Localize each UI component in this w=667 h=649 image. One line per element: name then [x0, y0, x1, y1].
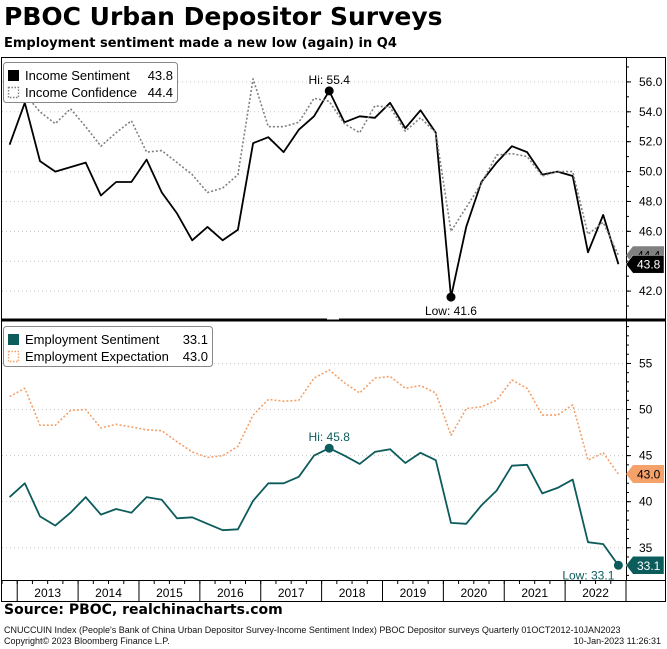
chart-subtitle: Employment sentiment made a new low (aga… — [4, 36, 397, 51]
x-tick-label: 2019 — [400, 586, 427, 600]
series-line-employment-expectation — [9, 369, 620, 475]
series-line-income-confidence — [9, 78, 620, 256]
series-line-employment-sentiment — [8, 447, 620, 566]
annotation-marker-employment-1 — [613, 560, 623, 570]
y-tick-label-employment: 55 — [639, 356, 653, 370]
y-tick-label-income: 50.0 — [639, 165, 663, 179]
footer-timestamp: 10-Jan-2023 11:26:31 — [573, 636, 661, 646]
y-tick-label-income: 46.0 — [639, 224, 663, 238]
legend-box-income — [3, 62, 178, 103]
annotation-marker-income-1 — [446, 292, 456, 302]
annotation-label-income-1: Low: 41.6 — [425, 304, 477, 318]
y-tick-label-income: 52.0 — [639, 135, 663, 149]
last-value-tag-employment-expectation — [626, 465, 664, 484]
chart-title: PBOC Urban Depositor Surveys — [4, 2, 443, 31]
legend-label-employment-expectation: Employment Expectation — [25, 349, 169, 364]
x-tick-label: 2013 — [34, 586, 61, 600]
y-tick-label-income: 56.0 — [639, 75, 663, 89]
y-tick-label-income: 54.0 — [639, 105, 663, 119]
last-value-label-employment-sentiment: 33.1 — [637, 559, 661, 573]
legend-swatch-employment-sentiment — [8, 334, 19, 345]
x-tick-label: 2020 — [460, 586, 487, 600]
legend-value-income-sentiment: 43.8 — [148, 68, 173, 83]
legend-value-employment-sentiment: 33.1 — [183, 332, 208, 347]
legend-label-income-sentiment: Income Sentiment — [25, 68, 130, 83]
chart-frame — [1, 57, 666, 602]
x-tick-label: 2015 — [156, 586, 183, 600]
last-value-tag-income-sentiment — [625, 254, 665, 274]
series-line-income-sentiment — [8, 90, 620, 299]
annotation-marker-employment-0 — [324, 443, 334, 453]
annotation-label-income-0: Hi: 55.4 — [309, 73, 351, 87]
y-tick-label-employment: 50 — [639, 403, 653, 417]
x-tick-label: 2022 — [582, 586, 609, 600]
legend-value-employment-expectation: 43.0 — [183, 349, 208, 364]
annotation-label-employment-1: Low: 33.1 — [562, 568, 614, 582]
x-tick-label: 2016 — [217, 586, 244, 600]
x-tick-label: 2014 — [95, 586, 122, 600]
y-tick-label-income: 48.0 — [639, 194, 663, 208]
last-value-tag-employment-sentiment — [625, 556, 665, 575]
x-tick-label: 2021 — [521, 586, 548, 600]
legend-label-employment-sentiment: Employment Sentiment — [25, 332, 160, 347]
y-tick-label-income: 42.0 — [639, 284, 663, 298]
legend-box-employment — [3, 326, 213, 367]
y-tick-label-employment: 40 — [639, 495, 653, 509]
y-tick-label-employment: 45 — [639, 449, 653, 463]
x-tick-label: 2018 — [339, 586, 366, 600]
last-value-label-employment-expectation: 43.0 — [637, 468, 661, 482]
x-tick-label: 2017 — [278, 586, 305, 600]
annotation-label-employment-0: Hi: 45.8 — [309, 430, 351, 444]
last-value-label-income-sentiment: 43.8 — [637, 258, 661, 272]
y-tick-label-employment: 35 — [639, 541, 653, 555]
source-note: Source: PBOC, realchinacharts.com — [4, 602, 283, 618]
footer-index-description: CNUCCUIN Index (People's Bank of China U… — [4, 625, 621, 635]
annotation-marker-income-0 — [324, 86, 334, 96]
footer-copyright: Copyright© 2023 Bloomberg Finance L.P. — [4, 636, 170, 646]
legend-swatch-employment-expectation — [7, 350, 20, 363]
legend-swatch-income-sentiment — [8, 70, 19, 81]
legend-label-income-confidence: Income Confidence — [25, 85, 137, 100]
legend-value-income-confidence: 44.4 — [148, 85, 173, 100]
legend-swatch-income-confidence — [7, 86, 20, 99]
